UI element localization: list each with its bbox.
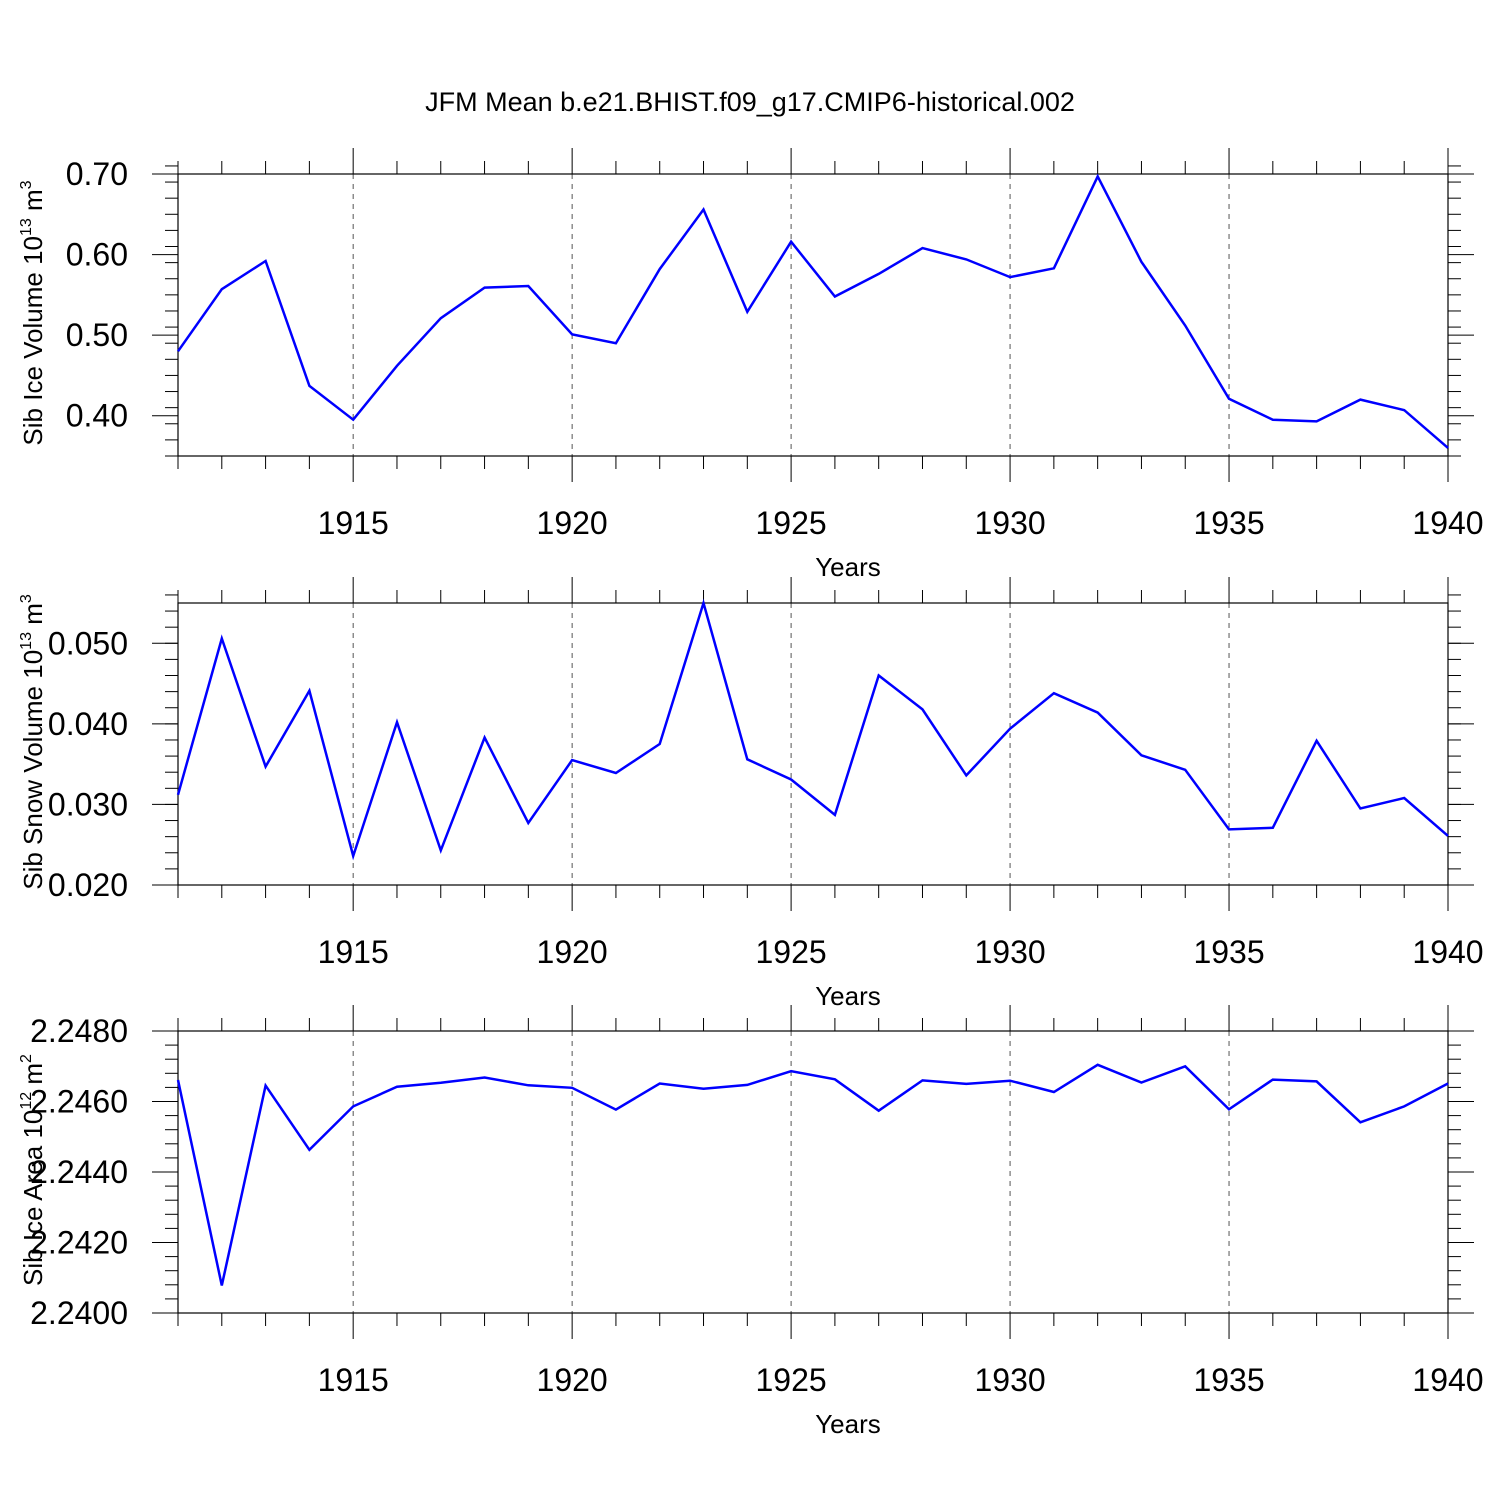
plot-frame	[177, 1030, 1449, 1314]
y-tick-label: 2.2480	[30, 1013, 128, 1049]
y-axis-title: Sib Ice Volume 1013 m3	[18, 180, 48, 445]
x-tick-label: 1915	[318, 505, 389, 541]
x-tick-label: 1930	[974, 505, 1045, 541]
x-tick-label: 1915	[318, 934, 389, 970]
x-tick-label: 1925	[756, 505, 827, 541]
x-tick-label: 1930	[974, 934, 1045, 970]
y-tick-label: 0.70	[66, 156, 128, 192]
y-tick-label: 0.60	[66, 237, 128, 273]
x-tick-label: 1925	[756, 1362, 827, 1398]
x-tick-label: 1920	[537, 1362, 608, 1398]
panel-3: 2.2400 2.2420 2.2440 2.2460 2.2480 1915 1920 19…	[18, 1005, 1484, 1439]
y-tick-label: 2.2400	[30, 1295, 128, 1331]
x-tick-label: 1925	[756, 934, 827, 970]
x-tick-label: 1920	[537, 934, 608, 970]
series-line	[176, 173, 1449, 449]
x-tick-label: 1935	[1193, 1362, 1264, 1398]
page-title: JFM Mean b.e21.BHIST.f09_g17.CMIP6-histo…	[425, 87, 1075, 117]
x-tick-label: 1935	[1193, 505, 1264, 541]
series-line	[176, 1063, 1449, 1286]
x-tick-label: 1915	[318, 1362, 389, 1398]
series-line	[176, 598, 1449, 861]
y-tick-label: 2.2420	[30, 1225, 128, 1261]
x-tick-label: 1940	[1412, 505, 1483, 541]
plot-frame	[177, 173, 1449, 457]
y-axis-title: Sib Ice Area 1012 m2	[18, 1054, 48, 1286]
y-tick-label: 0.050	[48, 625, 128, 661]
x-tick-label: 1920	[537, 505, 608, 541]
panel-2: 0.020 0.030 0.040 0.050 1915 1920 1925 1930 1935…	[18, 577, 1484, 1011]
plot-frame	[177, 602, 1449, 886]
x-tick-label: 1940	[1412, 1362, 1483, 1398]
panel-1: 0.40 0.50 0.60 0.70 1915 1920 1925 1930 1935 1940…	[18, 148, 1484, 582]
y-tick-label: 2.2440	[30, 1154, 128, 1190]
x-axis-title: Years	[815, 981, 881, 1011]
y-tick-label: 0.040	[48, 706, 128, 742]
y-tick-label: 0.50	[66, 317, 128, 353]
x-axis-title: Years	[815, 552, 881, 582]
y-tick-label: 0.40	[66, 398, 128, 434]
y-tick-label: 0.030	[48, 786, 128, 822]
x-tick-label: 1930	[974, 1362, 1045, 1398]
y-tick-label: 0.020	[48, 867, 128, 903]
y-axis-title: Sib Snow Volume 1013 m3	[18, 594, 48, 890]
x-axis-title: Years	[815, 1409, 881, 1439]
y-tick-label: 2.2460	[30, 1084, 128, 1120]
x-tick-label: 1940	[1412, 934, 1483, 970]
x-tick-label: 1935	[1193, 934, 1264, 970]
